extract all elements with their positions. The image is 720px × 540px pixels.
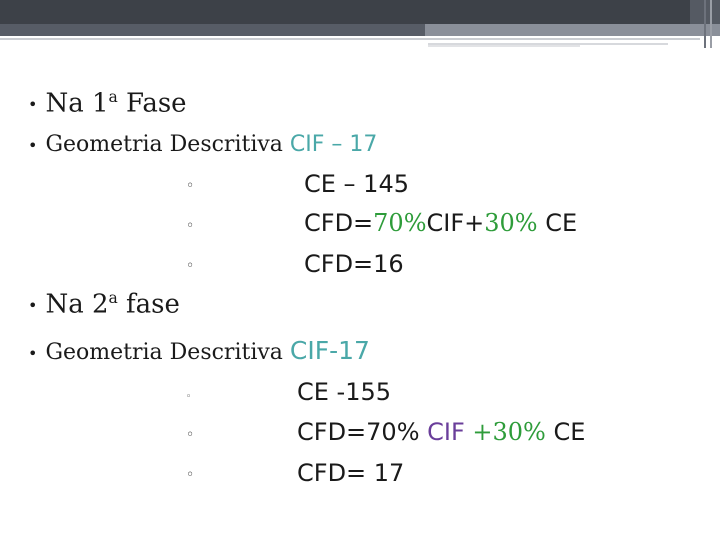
ce-value: CE -155	[297, 378, 392, 406]
cfd-result: CFD= 17	[297, 459, 405, 487]
bullet-icon: •	[28, 95, 38, 115]
phase1-subject: • Geometria Descritiva CIF – 17	[28, 132, 377, 157]
header-rule-shorter	[428, 45, 580, 47]
header-rule	[0, 38, 700, 40]
cfd-mid: CIF+	[426, 209, 485, 237]
phase1-sup: a	[108, 88, 118, 106]
cfd-pct2: 30%	[484, 209, 538, 237]
header-strip-light	[425, 24, 720, 36]
phase2-subject: • Geometria Descritiva CIF-17	[28, 336, 370, 365]
circle-marker-icon: ◦	[186, 218, 195, 234]
subject-text: Geometria Descritiva	[45, 132, 290, 157]
cfd-prefix: CFD=70%	[297, 418, 428, 446]
cfd-prefix: CFD=	[304, 209, 374, 237]
header-vertical-line	[704, 0, 706, 48]
header-vertical-line-2	[710, 0, 712, 48]
phase1-heading: • Na 1a Fase	[28, 88, 187, 119]
phase1-tail: Fase	[117, 88, 187, 119]
cfd-formula: CFD=70%CIF+30% CE	[304, 209, 577, 237]
cif-value: CIF-17	[289, 336, 370, 365]
cfd-formula: CFD=70% CIF +30% CE	[297, 418, 585, 446]
header-strip	[0, 24, 720, 36]
bullet-icon: •	[28, 343, 38, 363]
cfd-post: CE	[537, 209, 578, 237]
cfd-pct: +30%	[472, 418, 546, 446]
bullet-icon: •	[28, 296, 38, 316]
phase2-tail: fase	[117, 289, 180, 320]
cif-value: CIF – 17	[289, 132, 378, 157]
cfd-cif: CIF	[427, 418, 473, 446]
header-dark-band	[0, 0, 720, 24]
circle-marker-icon: ◦	[186, 392, 192, 402]
circle-marker-icon: ◦	[186, 467, 195, 483]
bullet-icon: •	[28, 135, 38, 155]
phase2-sup: a	[108, 289, 118, 307]
header-rule-short	[428, 43, 668, 45]
phase2-heading: • Na 2a fase	[28, 289, 180, 320]
phase1-text: Na 1	[45, 88, 109, 119]
circle-marker-icon: ◦	[186, 258, 195, 274]
cfd-post: CE	[545, 418, 586, 446]
ce-value: CE – 145	[304, 170, 409, 198]
circle-marker-icon: ◦	[186, 427, 195, 443]
subject-text: Geometria Descritiva	[45, 340, 290, 365]
circle-marker-icon: ◦	[186, 178, 195, 194]
phase2-text: Na 2	[45, 289, 109, 320]
cfd-pct1: 70%	[373, 209, 427, 237]
cfd-result: CFD=16	[304, 250, 404, 278]
